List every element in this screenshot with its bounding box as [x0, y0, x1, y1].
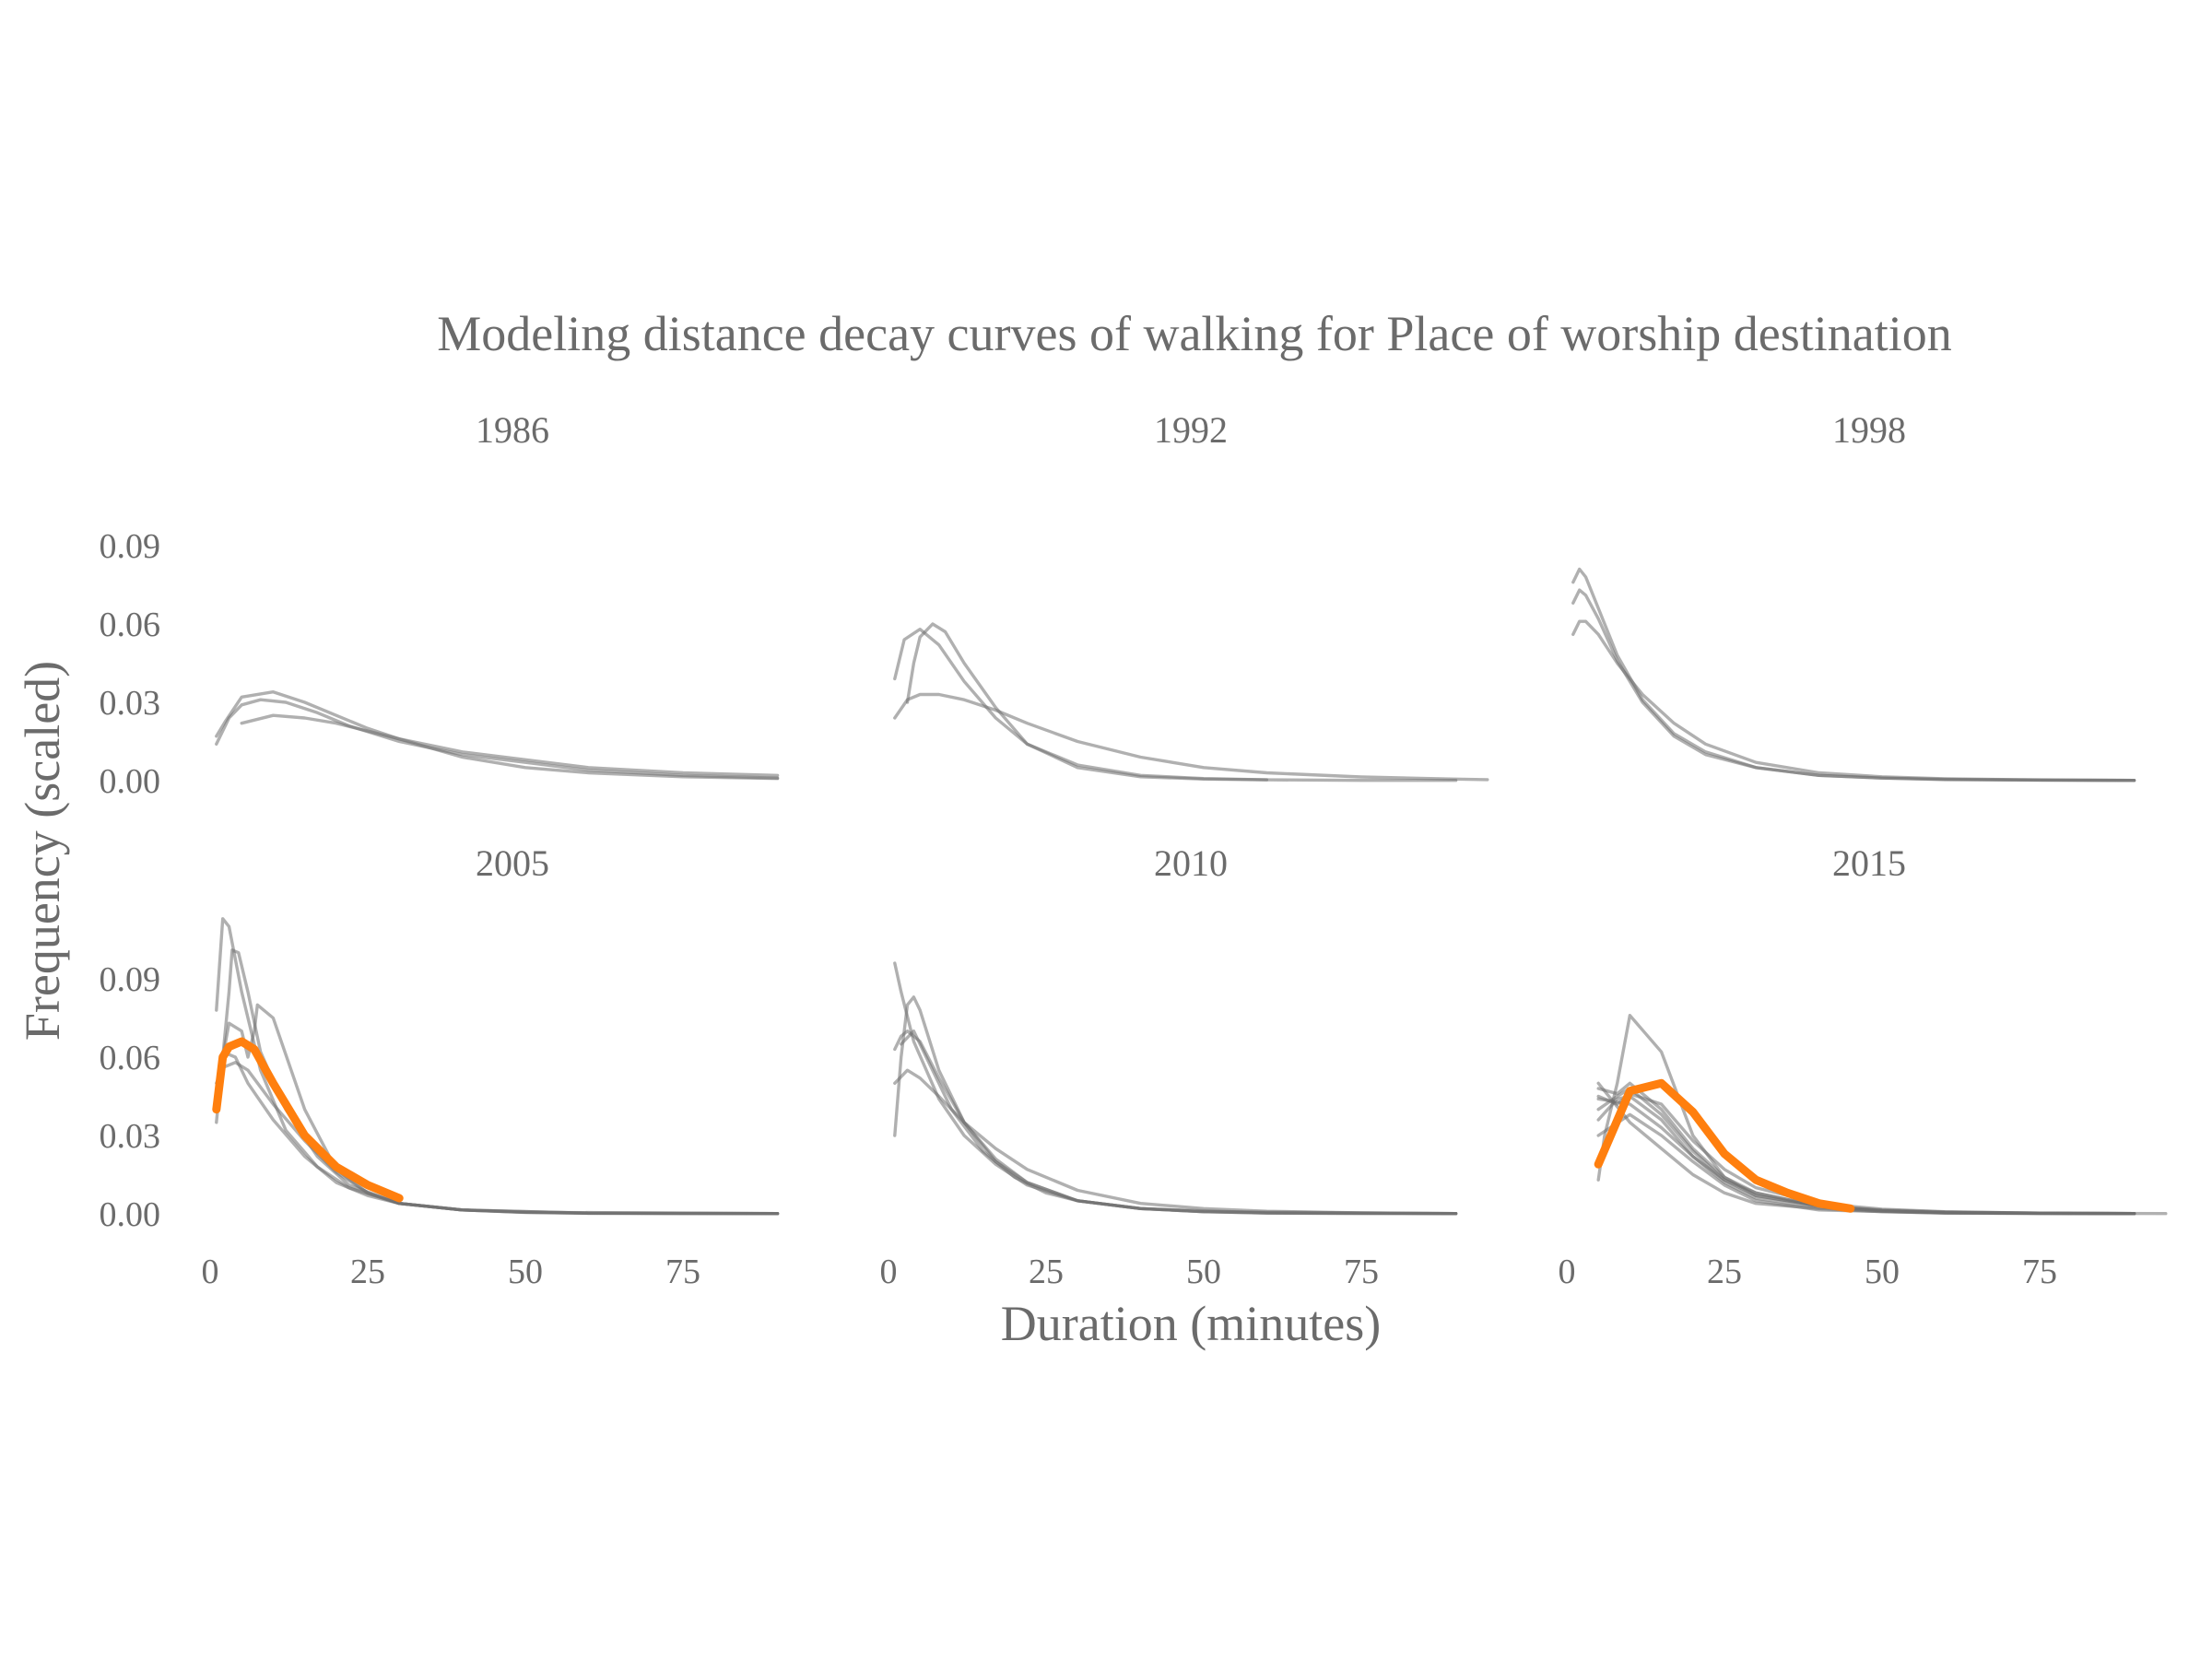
- model-curve: [215, 1061, 780, 1216]
- x-tick-label: 25: [350, 1253, 385, 1291]
- x-tick-label: 75: [1344, 1253, 1379, 1291]
- y-tick-label: 0.09: [100, 527, 161, 566]
- x-tick-label: 0: [880, 1253, 898, 1291]
- y-tick-label: 0.06: [100, 1039, 161, 1077]
- facet-panel-2010: 2010 0 25 50 75: [880, 842, 1458, 1291]
- y-tick-label: 0.09: [100, 960, 161, 999]
- highlighted-curve: [212, 1037, 404, 1203]
- y-tick-label: 0.06: [100, 606, 161, 644]
- facet-label: 2005: [476, 842, 549, 884]
- y-tick-label: 0.00: [100, 1195, 161, 1234]
- model-curve: [215, 690, 780, 781]
- x-tick-label: 25: [1707, 1253, 1742, 1291]
- facet-panel-1998: 1998: [1571, 409, 2136, 782]
- model-curve: [1571, 567, 2136, 782]
- x-tick-label: 50: [1186, 1253, 1221, 1291]
- model-curve: [893, 995, 1458, 1216]
- facet-panel-2015: 2015 0 25 50 75: [1559, 842, 2168, 1291]
- model-curve: [215, 917, 780, 1216]
- model-curve: [221, 1003, 780, 1216]
- model-curve: [1571, 619, 2136, 782]
- x-axis-label: Duration (minutes): [1001, 1296, 1381, 1351]
- chart-title: Modeling distance decay curves of walkin…: [437, 306, 1952, 361]
- highlighted-curve: [1594, 1078, 1855, 1213]
- model-curve: [893, 628, 1269, 782]
- facet-label: 1992: [1154, 409, 1228, 451]
- model-curve: [1596, 1014, 2168, 1216]
- facet-panel-2005: 2005 0.00 0.03 0.06 0.09 0 25 50 75: [100, 842, 780, 1291]
- model-curve: [893, 961, 1458, 1216]
- model-curve: [215, 948, 780, 1216]
- model-curve: [215, 698, 780, 780]
- model-curve: [905, 622, 1458, 782]
- facet-panels: 1986 0.00 0.03 0.06 0.09 1992 1998 2005 0.00 0.03…: [100, 409, 2168, 1291]
- model-curve: [1596, 1097, 2073, 1216]
- model-curve: [893, 1030, 1458, 1216]
- x-tick-label: 0: [1559, 1253, 1576, 1291]
- x-tick-label: 75: [665, 1253, 700, 1291]
- facet-label: 1998: [1832, 409, 1906, 451]
- facet-panel-1986: 1986 0.00 0.03 0.06 0.09: [100, 409, 780, 801]
- facet-label: 1986: [476, 409, 549, 451]
- model-curve: [1571, 588, 2136, 782]
- model-curve: [240, 713, 780, 777]
- x-tick-label: 50: [508, 1253, 543, 1291]
- y-tick-label: 0.03: [100, 684, 161, 723]
- x-tick-label: 50: [1865, 1253, 1900, 1291]
- facet-panel-1992: 1992: [893, 409, 1489, 782]
- model-curve: [900, 1030, 1458, 1216]
- model-curve: [893, 692, 1489, 782]
- y-tick-label: 0.00: [100, 762, 161, 801]
- x-tick-label: 25: [1029, 1253, 1064, 1291]
- y-tick-label: 0.03: [100, 1117, 161, 1156]
- facet-label: 2015: [1832, 842, 1906, 884]
- facet-label: 2010: [1154, 842, 1228, 884]
- y-axis-label: Frequency (scaled): [15, 661, 70, 1041]
- x-tick-label: 0: [202, 1253, 219, 1291]
- model-curve: [1596, 1092, 2136, 1216]
- model-curve: [1596, 1094, 2136, 1216]
- x-tick-label: 75: [2022, 1253, 2057, 1291]
